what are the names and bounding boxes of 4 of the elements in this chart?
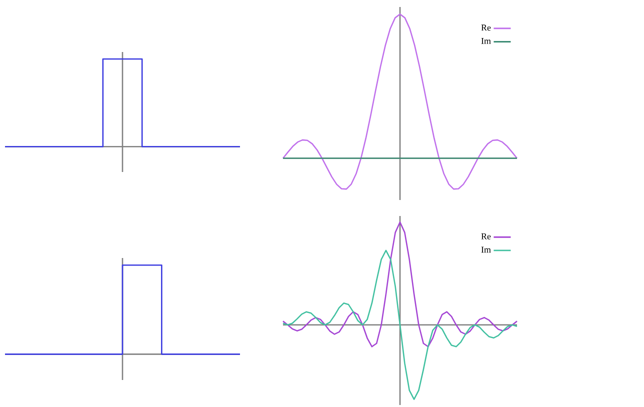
legend-label: Re xyxy=(481,233,491,240)
legend-label: Re xyxy=(481,24,491,31)
legend-label: Im xyxy=(481,246,491,253)
legend-label: Im xyxy=(481,38,491,44)
